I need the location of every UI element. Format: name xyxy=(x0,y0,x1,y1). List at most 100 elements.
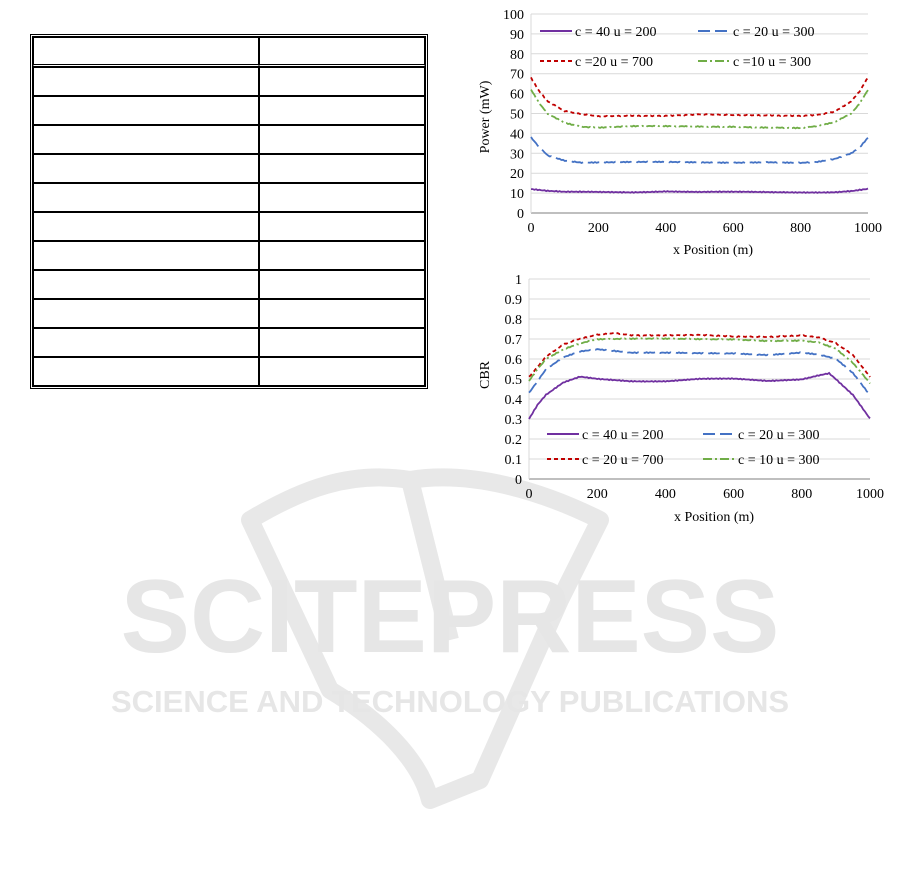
table-cell xyxy=(33,357,259,386)
power-y-tick-label: 40 xyxy=(510,127,524,142)
power-y-tick-label: 10 xyxy=(510,187,524,202)
power-legend-label: c = 20 u = 300 xyxy=(733,25,815,40)
cbr-x-tick-label: 0 xyxy=(526,487,533,502)
cbr-y-axis-label: CBR xyxy=(478,360,493,389)
power-y-tick-label: 90 xyxy=(510,28,524,43)
power-x-tick-label: 0 xyxy=(528,221,535,236)
power-x-tick-label: 400 xyxy=(655,221,676,236)
power-legend-label: c = 40 u = 200 xyxy=(575,25,657,40)
table-cell xyxy=(33,37,259,67)
table-cell xyxy=(33,154,259,183)
table-cell xyxy=(33,125,259,154)
power-y-tick-label: 80 xyxy=(510,48,524,63)
cbr-series-line-2 xyxy=(528,348,871,396)
cbr-y-tick-label: 0.4 xyxy=(505,393,523,408)
cbr-y-tick-label: 0 xyxy=(515,473,522,488)
table-cell xyxy=(33,183,259,212)
table-cell xyxy=(259,37,425,67)
cbr-grid xyxy=(528,278,870,480)
cbr-series xyxy=(528,331,871,420)
cbr-y-tick-label: 0.1 xyxy=(505,453,523,468)
cbr-legend: c = 40 u = 200 c = 20 u = 300 c = 20 u = 7… xyxy=(547,428,820,468)
cbr-y-tick-label: 0.7 xyxy=(505,333,523,348)
table-cell xyxy=(259,183,425,212)
table-body xyxy=(33,37,425,386)
cbr-x-tick-label: 200 xyxy=(587,487,608,502)
table-cell xyxy=(33,212,259,241)
cbr-y-tick-label: 0.3 xyxy=(505,413,523,428)
table-row xyxy=(33,96,425,125)
table-row xyxy=(33,270,425,299)
table-cell xyxy=(33,299,259,328)
table-cell xyxy=(33,67,259,96)
table-cell xyxy=(259,328,425,357)
power-y-tick-label: 0 xyxy=(517,207,524,222)
table-row xyxy=(33,357,425,386)
cbr-x-tick-label: 600 xyxy=(723,487,744,502)
table-cell xyxy=(33,241,259,270)
table-cell xyxy=(33,270,259,299)
power-x-tick-label: 800 xyxy=(790,221,811,236)
power-y-tick-label: 70 xyxy=(510,68,524,83)
power-series-line-2 xyxy=(530,136,869,165)
power-chart: 0 10 20 30 40 50 60 70 80 90 100 0 200 400 600 800 1000… xyxy=(478,8,883,258)
power-y-ticks: 0 10 20 30 40 50 60 70 80 90 100 xyxy=(503,8,524,222)
table-cell xyxy=(259,96,425,125)
watermark-subtitle: SCIENCE AND TECHNOLOGY PUBLICATIONS xyxy=(111,684,789,719)
cbr-x-tick-label: 1000 xyxy=(856,487,884,502)
table-row xyxy=(33,183,425,212)
cbr-chart: 0 0.1 0.2 0.3 0.4 0.5 0.6 0.7 0.8 0.9 1 0 200 400 600… xyxy=(478,273,884,525)
cbr-y-tick-label: 0.6 xyxy=(505,353,523,368)
power-x-tick-label: 1000 xyxy=(854,221,882,236)
watermark-title: SCITEPRESS xyxy=(121,559,780,675)
cbr-y-tick-label: 1 xyxy=(515,273,522,288)
cbr-legend-label: c = 40 u = 200 xyxy=(582,428,664,443)
cbr-series-line-1 xyxy=(528,371,871,420)
cbr-y-tick-label: 0.2 xyxy=(505,433,523,448)
table-row xyxy=(33,154,425,183)
cbr-series-line-3 xyxy=(528,331,871,378)
table-cell xyxy=(33,328,259,357)
table-cell xyxy=(259,154,425,183)
power-x-ticks: 0 200 400 600 800 1000 xyxy=(528,221,883,236)
cbr-y-tick-label: 0.5 xyxy=(505,373,523,388)
power-legend-label: c =20 u = 700 xyxy=(575,55,653,70)
cbr-series-line-4 xyxy=(528,337,871,385)
table-row xyxy=(33,125,425,154)
table-cell xyxy=(259,241,425,270)
power-series xyxy=(530,77,869,194)
cbr-legend-label: c = 10 u = 300 xyxy=(738,453,820,468)
cbr-y-ticks: 0 0.1 0.2 0.3 0.4 0.5 0.6 0.7 0.8 0.9 1 xyxy=(505,273,523,488)
table-cell xyxy=(33,96,259,125)
table-cell xyxy=(259,125,425,154)
empty-table xyxy=(30,34,428,389)
table-row xyxy=(33,328,425,357)
table-cell xyxy=(259,67,425,96)
watermark-book-logo xyxy=(241,468,609,809)
power-x-tick-label: 200 xyxy=(588,221,609,236)
power-y-tick-label: 100 xyxy=(503,8,524,23)
table-row xyxy=(33,299,425,328)
table-row xyxy=(33,241,425,270)
power-series-line-3 xyxy=(530,77,869,118)
table-cell xyxy=(259,357,425,386)
cbr-y-tick-label: 0.9 xyxy=(505,293,523,308)
power-x-tick-label: 600 xyxy=(723,221,744,236)
power-y-tick-label: 50 xyxy=(510,108,524,123)
table-cell xyxy=(259,270,425,299)
table-row xyxy=(33,212,425,241)
table-row xyxy=(33,67,425,96)
cbr-x-tick-label: 800 xyxy=(791,487,812,502)
cbr-x-tick-label: 400 xyxy=(655,487,676,502)
power-y-axis-label: Power (mW) xyxy=(478,80,493,153)
table-cell xyxy=(259,299,425,328)
table-header-row xyxy=(33,37,425,67)
power-series-line-4 xyxy=(530,89,869,130)
power-y-tick-label: 20 xyxy=(510,167,524,182)
power-x-axis-label: x Position (m) xyxy=(673,243,753,258)
cbr-legend-label: c = 20 u = 300 xyxy=(738,428,820,443)
power-y-tick-label: 60 xyxy=(510,88,524,103)
table-cell xyxy=(259,212,425,241)
power-legend: c = 40 u = 200 c = 20 u = 300 c =20 u = 70… xyxy=(540,25,815,70)
